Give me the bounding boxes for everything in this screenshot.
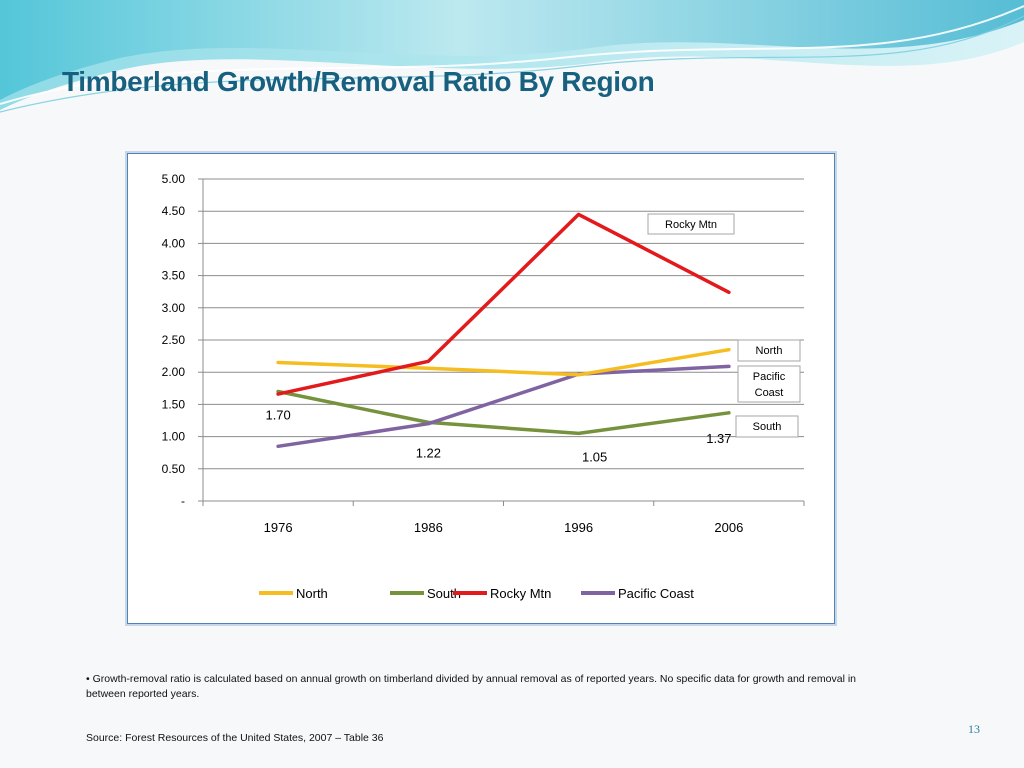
y-tick-label: 4.00 — [162, 236, 186, 250]
legend-label: Pacific Coast — [618, 586, 694, 601]
callout-label: North — [756, 345, 783, 357]
data-label: 1.70 — [265, 408, 290, 423]
data-label: 1.05 — [582, 449, 607, 464]
legend-label: South — [427, 586, 461, 601]
data-label: 1.22 — [416, 445, 441, 460]
callout-box — [737, 365, 801, 403]
y-tick-label: - — [181, 494, 185, 508]
source-citation: Source: Forest Resources of the United S… — [86, 732, 384, 744]
y-tick-label: 1.00 — [162, 430, 186, 444]
data-label: 1.37 — [706, 431, 731, 446]
x-tick-label: 1986 — [414, 520, 443, 535]
y-tick-label: 4.50 — [162, 204, 186, 218]
x-tick-label: 1976 — [264, 520, 293, 535]
callout-box — [735, 415, 799, 438]
chart-frame: - 0.50 1.00 1.50 2.00 2.50 3.00 3.50 4.00 4.50 5.0… — [127, 153, 835, 624]
line-chart: - 0.50 1.00 1.50 2.00 2.50 3.00 3.50 4.00 4.50 5.0… — [162, 172, 805, 601]
y-tick-label: 5.00 — [162, 172, 186, 186]
y-tick-label: 3.00 — [162, 301, 186, 315]
page-number: 13 — [968, 722, 980, 736]
slide-title: Timberland Growth/Removal Ratio By Regio… — [62, 66, 655, 97]
callout-box — [647, 213, 735, 235]
y-tick-label: 0.50 — [162, 462, 186, 476]
series-line-south — [276, 389, 731, 436]
series-line-rocky-mtn — [276, 212, 731, 396]
y-tick-label: 2.00 — [162, 365, 186, 379]
y-tick-label: 1.50 — [162, 397, 186, 411]
x-tick-label: 1996 — [564, 520, 593, 535]
header-wave-decoration — [0, 0, 1024, 113]
legend-label: North — [296, 586, 328, 601]
legend-label: Rocky Mtn — [490, 586, 551, 601]
callout-label: Rocky Mtn — [665, 219, 717, 231]
footnote: • Growth-removal ratio is calculated bas… — [86, 673, 856, 700]
callout-box — [737, 339, 801, 362]
x-tick-label: 2006 — [714, 520, 743, 535]
series-line-north — [276, 347, 731, 377]
y-tick-label: 2.50 — [162, 333, 186, 347]
series-line-pacific-coast — [276, 364, 731, 449]
callout-label: South — [753, 421, 782, 433]
y-tick-label: 3.50 — [162, 269, 186, 283]
callout-label: Pacific Coast — [753, 371, 786, 399]
